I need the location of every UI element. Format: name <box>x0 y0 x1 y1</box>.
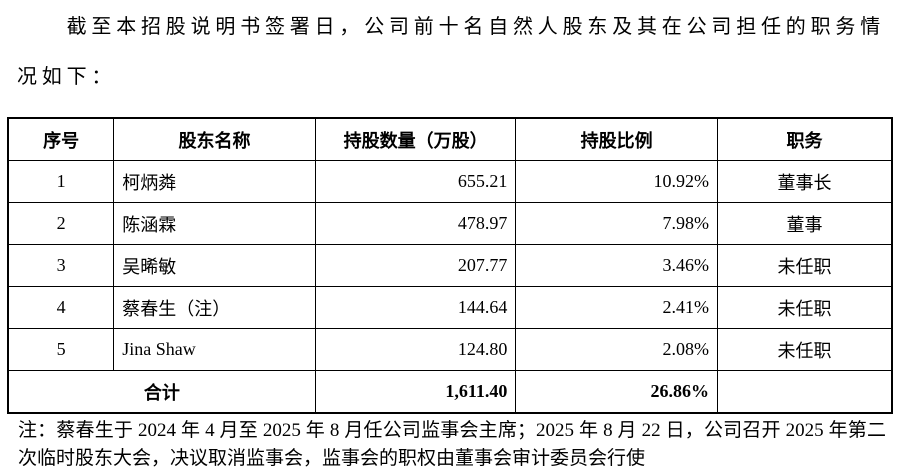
header-cell: 职务 <box>716 117 893 161</box>
table-cell: 陈涵霖 <box>113 202 316 245</box>
table-cell: 3 <box>7 244 115 287</box>
table-cell: 3.46% <box>515 244 718 287</box>
table-cell: 2.08% <box>515 328 718 371</box>
table-cell: 董事 <box>716 202 893 245</box>
table-cell: 2.41% <box>515 286 718 329</box>
table-cell: 1 <box>7 160 115 203</box>
table-cell: 124.80 <box>314 328 517 371</box>
note: 注：蔡春生于 2024 年 4 月至 2025 年 8 月任公司监事会主席；20… <box>18 420 886 469</box>
table-cell: 7.98% <box>515 202 718 245</box>
table-cell: 吴晞敏 <box>113 244 316 287</box>
table-cell: 蔡春生（注） <box>113 286 316 329</box>
table-cell: 4 <box>7 286 115 329</box>
total-label: 合计 <box>7 370 316 414</box>
table-row: 3 吴晞敏 207.77 3.46% 未任职 <box>7 244 893 287</box>
header-cell: 股东名称 <box>113 117 316 161</box>
table-cell: 未任职 <box>716 286 893 329</box>
table-cell: 478.97 <box>314 202 517 245</box>
total-cell: 1,611.40 <box>314 370 517 414</box>
table-cell: 144.64 <box>314 286 517 329</box>
header-cell: 持股比例 <box>515 117 718 161</box>
table-cell: 2 <box>7 202 115 245</box>
table-cell: 未任职 <box>716 244 893 287</box>
header-cell: 持股数量（万股） <box>314 117 517 161</box>
table-cell: 5 <box>7 328 115 371</box>
table-cell: 未任职 <box>716 328 893 371</box>
table-cell: 10.92% <box>515 160 718 203</box>
empty-cell <box>716 370 893 414</box>
intro: 截至本招股说明书签署日，公司前十名自然人股东及其在公司担任的职务情况如下： <box>17 16 885 88</box>
table-cell: Jina Shaw <box>113 328 316 371</box>
header-row: 序号 股东名称 持股数量（万股） 持股比例 职务 <box>7 117 893 161</box>
shareholder-table: 序号 股东名称 持股数量（万股） 持股比例 职务 1 柯炳粦 655.21 10.92% 董事长… <box>7 117 893 414</box>
table-row: 4 蔡春生（注） 144.64 2.41% 未任职 <box>7 286 893 329</box>
total-row: 合计 1,611.40 26.86% <box>7 370 893 414</box>
table-cell: 董事长 <box>716 160 893 203</box>
total-cell: 26.86% <box>515 370 718 414</box>
table-cell: 207.77 <box>314 244 517 287</box>
table-cell: 655.21 <box>314 160 517 203</box>
table-row: 1 柯炳粦 655.21 10.92% 董事长 <box>7 160 893 203</box>
table-row: 2 陈涵霖 478.97 7.98% 董事 <box>7 202 893 245</box>
table-row: 5 Jina Shaw 124.80 2.08% 未任职 <box>7 328 893 371</box>
table-cell: 柯炳粦 <box>113 160 316 203</box>
header-cell: 序号 <box>7 117 115 161</box>
